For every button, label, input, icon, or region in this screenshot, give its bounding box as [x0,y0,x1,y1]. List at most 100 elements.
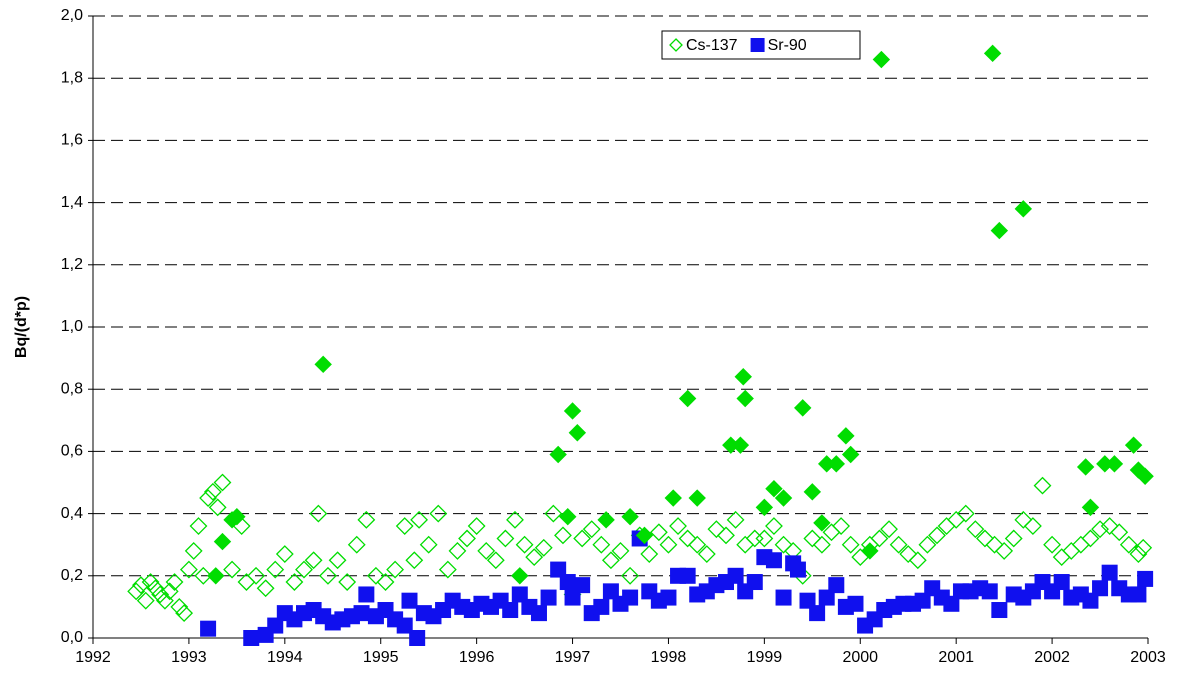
point [841,445,860,464]
x-tick-label: 1994 [267,649,303,666]
point [1136,467,1154,485]
point [189,517,208,535]
point [511,586,528,603]
point [775,589,792,606]
point [841,535,860,554]
point [357,510,376,529]
point [347,535,366,554]
point [530,605,547,622]
y-tick-label: 0,0 [61,629,83,646]
point [991,602,1008,619]
point [640,545,659,563]
point [540,589,557,606]
point [132,576,150,595]
point [774,535,793,554]
x-tick-label: 1997 [555,649,591,666]
point [328,551,347,570]
point [1124,436,1143,454]
point [213,473,232,492]
point [813,514,831,532]
point [285,573,304,591]
point [559,574,576,591]
point [467,517,486,535]
point [688,535,707,554]
point [1043,535,1062,554]
point [755,529,774,548]
point [1014,200,1033,218]
point [550,561,567,578]
point [956,504,975,523]
point [990,221,1009,240]
point [141,573,160,591]
point [515,535,534,554]
point [1101,564,1118,581]
point [367,566,385,585]
y-tick-label: 0,8 [61,380,83,397]
point [194,566,213,585]
x-tick-label: 1996 [459,649,495,666]
y-axis-label: Bq/(d*p) [13,296,30,358]
point [1014,510,1033,529]
point [179,560,198,579]
point [405,551,424,570]
point [127,582,146,601]
point [395,517,414,535]
point [1110,523,1129,542]
point [438,560,457,579]
point [458,529,476,548]
point [602,583,619,600]
point [872,50,891,69]
point [593,598,610,615]
point [976,529,994,548]
point [309,504,328,523]
point [601,551,620,570]
point [448,542,467,560]
point [832,517,851,535]
point [679,567,696,584]
point [861,542,879,560]
point [734,368,752,386]
point [592,535,611,554]
point [889,535,908,554]
point [611,542,630,560]
point [199,489,218,507]
y-tick-label: 1,4 [61,194,83,211]
point [409,630,426,646]
point [511,567,529,585]
point [1091,520,1109,539]
point [1053,574,1070,591]
point [880,520,898,539]
point [1100,517,1119,535]
point [304,551,323,570]
point [726,510,745,529]
point [809,605,826,622]
point [568,424,587,442]
point [275,545,294,563]
point [847,595,864,612]
y-tick-label: 0,6 [61,443,83,460]
point [496,529,515,548]
y-tick-label: 0,2 [61,567,83,584]
point [755,498,774,517]
x-tick-label: 1992 [75,649,111,666]
point [697,545,716,563]
point [477,542,496,560]
point [175,604,194,623]
x-tick-label: 1998 [651,649,687,666]
x-tick-label: 2003 [1130,649,1166,666]
point [1023,517,1042,535]
point [266,560,285,579]
point [1071,535,1090,554]
y-tick-label: 1,0 [61,318,83,335]
point [573,529,592,548]
legend-marker [669,38,683,52]
legend-label: Cs-137 [686,37,738,54]
point [1033,476,1052,495]
point [621,566,640,585]
x-tick-label: 1999 [747,649,783,666]
point [1137,570,1154,587]
point [314,355,332,374]
point [717,526,735,545]
point [554,526,572,545]
